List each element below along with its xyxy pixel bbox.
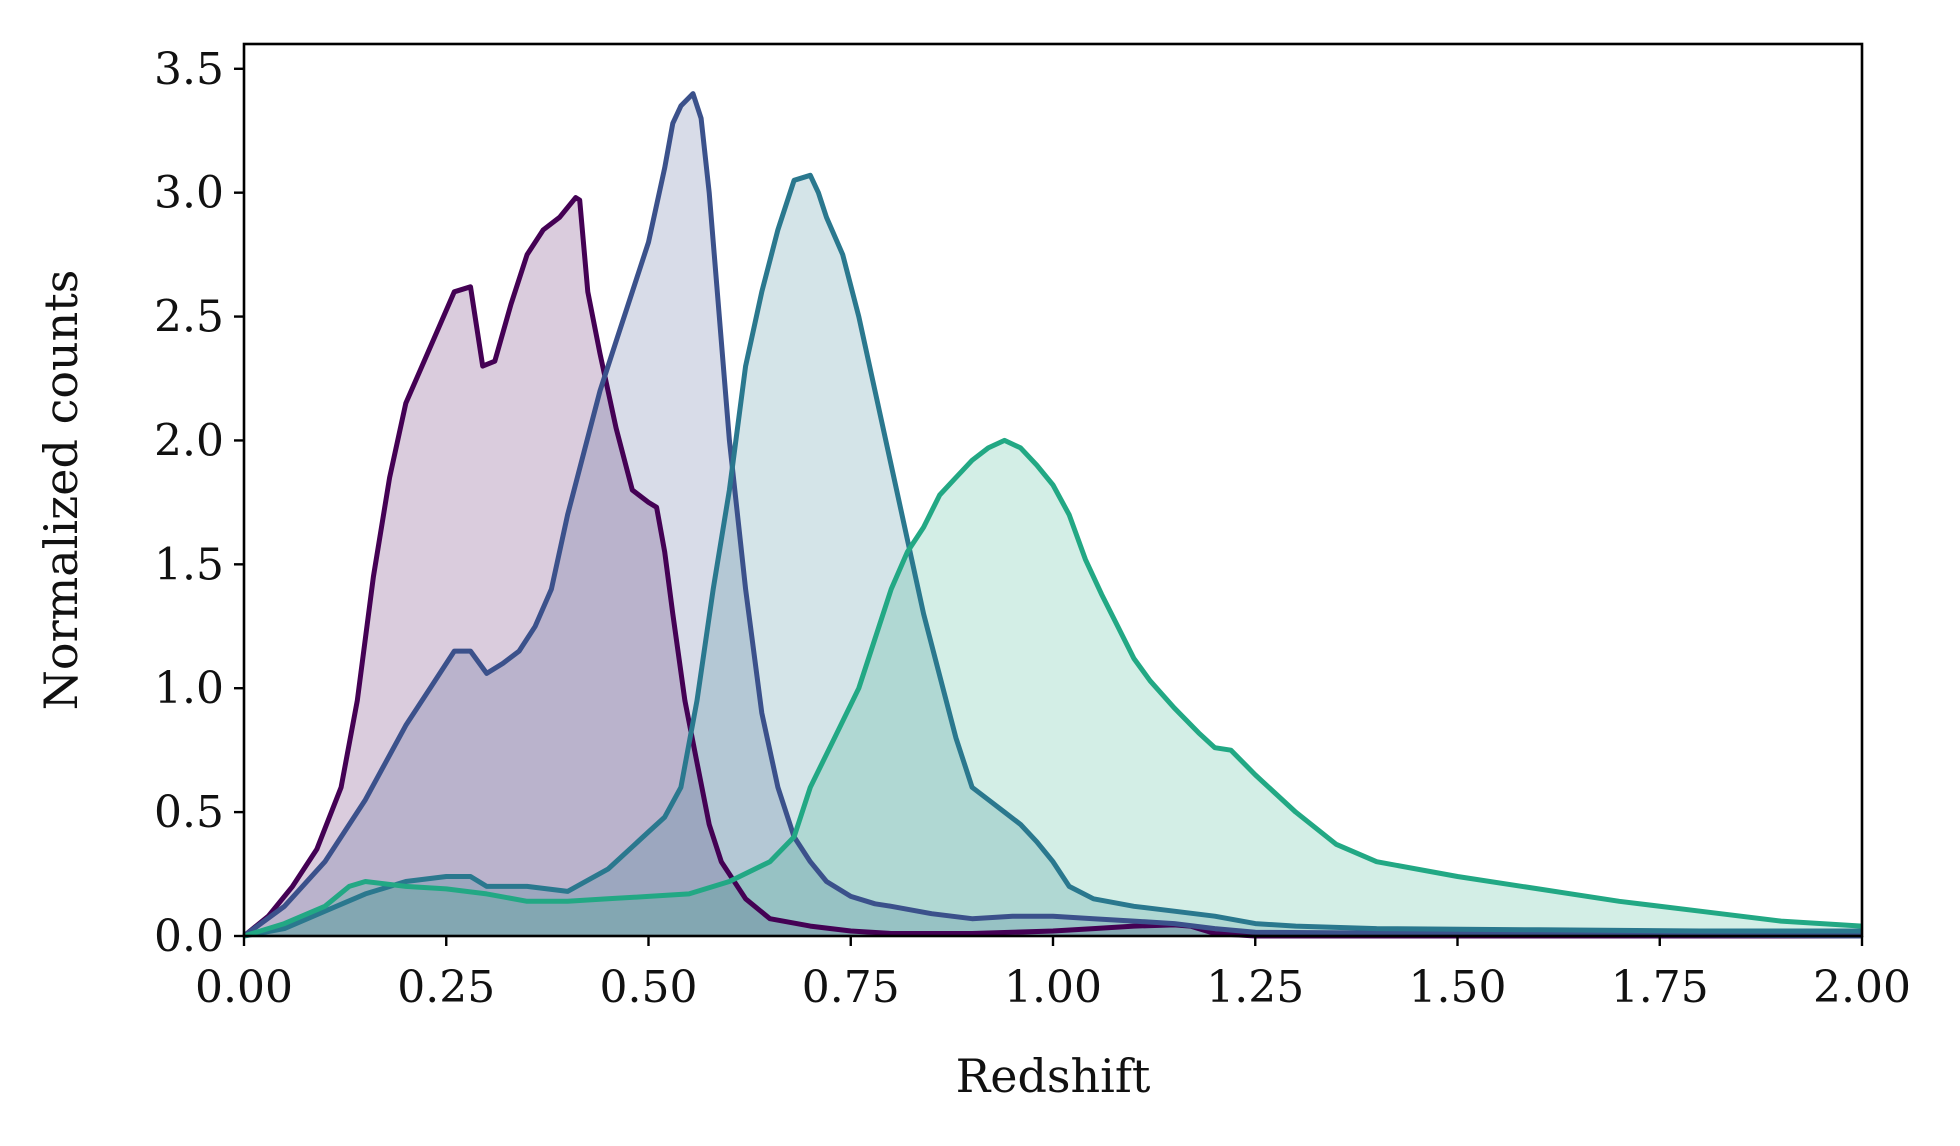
series-1-line	[242, 195, 1862, 939]
x-axis: 0.00 0.25 0.50 0.75 1.00 1.25 1.50 1.75 2.00	[195, 936, 1911, 1013]
x-tick-label: 1.25	[1206, 962, 1304, 1013]
x-tick-label: 0.75	[802, 962, 900, 1013]
x-tick-label: 0.00	[195, 962, 293, 1013]
series-layer	[242, 91, 1863, 939]
y-tick-label: 3.0	[154, 168, 224, 219]
series-2-line	[242, 91, 1863, 939]
series-2-area	[244, 93, 1862, 937]
y-tick-label: 2.0	[154, 415, 224, 466]
x-tick-label: 0.25	[397, 962, 495, 1013]
y-tick-label: 1.0	[154, 663, 224, 714]
x-axis-label: Redshift	[956, 1049, 1151, 1103]
y-axis: 0.0 0.5 1.0 1.5 2.0 2.5 3.0 3.5	[154, 44, 244, 962]
y-tick-label: 0.5	[154, 787, 224, 838]
x-tick-label: 1.00	[1004, 962, 1102, 1013]
y-tick-label: 1.5	[154, 539, 224, 590]
y-tick-label: 2.5	[154, 292, 224, 343]
series-4-line	[243, 437, 1863, 939]
series-4-area	[244, 440, 1862, 936]
x-tick-label: 1.75	[1611, 962, 1709, 1013]
series-1-area	[244, 197, 1862, 937]
y-tick-label: 3.5	[154, 44, 224, 95]
series-3-line	[243, 172, 1862, 939]
y-tick-label: 0.0	[154, 911, 224, 962]
x-tick-label: 1.50	[1409, 962, 1507, 1013]
x-tick-label: 2.00	[1813, 962, 1911, 1013]
x-tick-label: 0.50	[600, 962, 698, 1013]
y-axis-label: Normalized counts	[34, 270, 88, 711]
